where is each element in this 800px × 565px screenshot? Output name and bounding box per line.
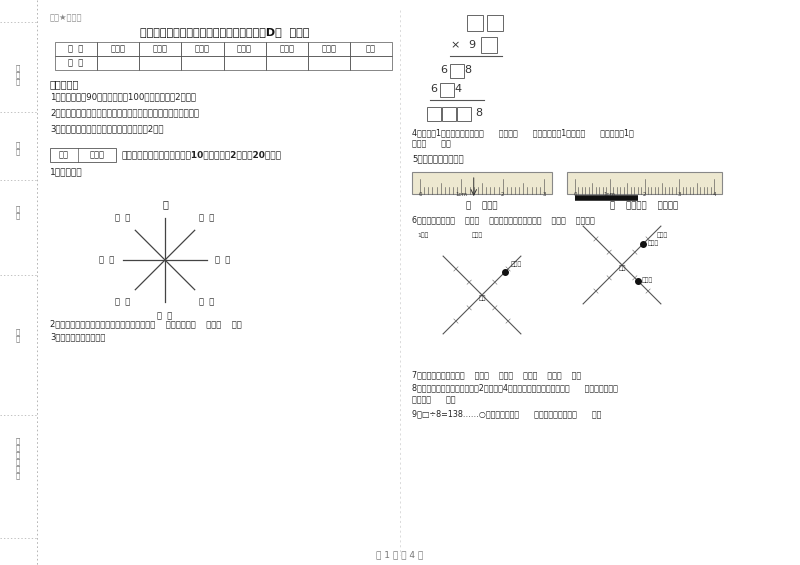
Text: 判断题: 判断题	[195, 45, 210, 54]
Bar	[50, 148, 116, 162]
Text: 计算题: 计算题	[237, 45, 252, 54]
Text: 学校: 学校	[618, 265, 626, 271]
Text: （  ）: （ ）	[99, 255, 114, 264]
Text: 学
校: 学 校	[16, 328, 20, 342]
Text: 0: 0	[574, 192, 577, 197]
Text: 6: 6	[430, 84, 438, 94]
Bar	[350, 42, 392, 56]
Text: 选择题: 选择题	[153, 45, 168, 54]
Text: 6、小红家在学校（    ）方（    ）米处，小明家在学校（    ）方（    ）米处。: 6、小红家在学校（ ）方（ ）米处，小明家在学校（ ）方（ ）米处。	[412, 215, 594, 224]
Text: 5、量出钉子的长度。: 5、量出钉子的长度。	[412, 154, 464, 163]
Bar	[440, 83, 454, 97]
Bar	[182, 56, 223, 70]
Bar	[223, 42, 266, 56]
Text: （  ）: （ ）	[215, 255, 230, 264]
Text: 3: 3	[678, 192, 681, 197]
Text: 9: 9	[469, 40, 475, 50]
Text: 总数的（      ）。: 总数的（ ）。	[412, 396, 455, 405]
Text: 小明家: 小明家	[642, 278, 653, 284]
Text: 小明家: 小明家	[647, 241, 658, 246]
Text: （  ）: （ ）	[158, 311, 173, 320]
Text: 参
考
（
测
评
）: 参 考 （ 测 评 ）	[16, 437, 20, 479]
Text: 姓
名: 姓 名	[16, 205, 20, 219]
Text: 1、填一填。: 1、填一填。	[50, 167, 82, 176]
Text: 1千米: 1千米	[417, 232, 428, 238]
Text: 4: 4	[454, 84, 462, 94]
Text: （  ）: （ ）	[199, 214, 214, 223]
Text: 2: 2	[501, 192, 505, 197]
Text: 2: 2	[642, 192, 646, 197]
Text: 填空题: 填空题	[110, 45, 126, 54]
Text: 3: 3	[542, 192, 546, 197]
Bar	[97, 42, 139, 56]
Text: （    ）毫米: （ ）毫米	[466, 202, 498, 211]
Text: 评卷人: 评卷人	[90, 150, 105, 159]
Text: 3、在里填上适当的数。: 3、在里填上适当的数。	[50, 332, 106, 341]
Text: 得  分: 得 分	[69, 59, 84, 67]
Bar	[450, 64, 464, 78]
Text: 格是（      ）。: 格是（ ）。	[412, 140, 450, 149]
Bar	[467, 15, 483, 31]
Text: （  ）: （ ）	[115, 298, 130, 306]
Text: 8: 8	[475, 108, 482, 118]
Text: 7、常用的长度单位有（    ）、（    ）、（    ）、（    ）、（    ）。: 7、常用的长度单位有（ ）、（ ）、（ ）、（ ）、（ ）。	[412, 371, 581, 380]
Text: 3、不要在试卷上乱写乱画，卷面不整洁扣2分。: 3、不要在试卷上乱写乱画，卷面不整洁扣2分。	[50, 124, 163, 133]
Text: （    ）厘米（    ）毫米。: （ ）厘米（ ）毫米。	[610, 202, 678, 211]
Bar	[182, 42, 223, 56]
Text: 6: 6	[441, 65, 447, 75]
Text: 得分: 得分	[59, 150, 69, 159]
Text: 9、□÷8=138……○，余数最大填（      ），这时被除数是（      ）。: 9、□÷8=138……○，余数最大填（ ），这时被除数是（ ）。	[412, 410, 602, 419]
Text: 综合题: 综合题	[279, 45, 294, 54]
Bar	[97, 56, 139, 70]
Bar	[442, 107, 456, 121]
Text: 应用题: 应用题	[322, 45, 336, 54]
Bar	[457, 107, 471, 121]
Text: 学校: 学校	[478, 295, 486, 301]
Text: 2、请首先按要求在试卷的指定位置填写您的姓名、班级、学号。: 2、请首先按要求在试卷的指定位置填写您的姓名、班级、学号。	[50, 108, 199, 118]
Text: 1cm: 1cm	[604, 192, 616, 197]
Bar	[223, 56, 266, 70]
Text: 小明家: 小明家	[656, 232, 668, 238]
Text: 小红家: 小红家	[510, 261, 522, 267]
Bar	[139, 42, 182, 56]
Bar	[55, 56, 97, 70]
Text: （  ）: （ ）	[115, 214, 130, 223]
Bar	[266, 56, 308, 70]
Text: 8、劳动课上做纸花，红红做了2朵纸花，4朵蓝花，红花占纸花总数的（      ），蓝花占纸花: 8、劳动课上做纸花，红红做了2朵纸花，4朵蓝花，红花占纸花总数的（ ），蓝花占纸…	[412, 384, 618, 393]
Text: 题  号: 题 号	[69, 45, 84, 54]
Text: （  ）: （ ）	[199, 298, 214, 306]
Text: 班
级: 班 级	[16, 141, 20, 155]
Text: 4: 4	[712, 192, 716, 197]
Bar	[427, 107, 441, 121]
Text: 1cm: 1cm	[455, 192, 467, 197]
Text: 第 1 页 共 4 页: 第 1 页 共 4 页	[376, 550, 424, 559]
Bar	[567, 172, 722, 194]
Text: 总分: 总分	[366, 45, 376, 54]
Text: ×: ×	[450, 40, 460, 50]
Bar	[350, 56, 392, 70]
Bar	[487, 15, 503, 31]
Bar	[308, 42, 350, 56]
Text: 8: 8	[465, 65, 471, 75]
Bar	[266, 42, 308, 56]
Text: 一、用心思考，正确填空（共10小题，每题2分，共20分）。: 一、用心思考，正确填空（共10小题，每题2分，共20分）。	[122, 150, 282, 159]
Text: 苏教版三年级数学下学期全真模拟考试试卷D卷  附答案: 苏教版三年级数学下学期全真模拟考试试卷D卷 附答案	[140, 27, 310, 37]
Bar	[139, 56, 182, 70]
Text: 趣图★自用图: 趣图★自用图	[50, 14, 82, 23]
Text: 1、考试时间：90分钟，满分为100分（含卷面分2分）。: 1、考试时间：90分钟，满分为100分（含卷面分2分）。	[50, 93, 196, 102]
Text: 审
卷
人: 审 卷 人	[16, 64, 20, 85]
Bar	[308, 56, 350, 70]
Bar	[412, 172, 552, 194]
Text: 小红家: 小红家	[471, 232, 482, 238]
Bar	[55, 42, 97, 56]
Text: 0: 0	[418, 192, 422, 197]
Text: 2、在进位加法中，不管哪一位上的数相加满（    ），都要向（    ）进（    ）。: 2、在进位加法中，不管哪一位上的数相加满（ ），都要向（ ）进（ ）。	[50, 319, 242, 328]
Bar	[481, 37, 497, 53]
Text: 北: 北	[162, 199, 168, 209]
Text: 4、分针走1小格，秒针正好走（      ），是（      ）秒。分针走1大格是（      ），时针走1大: 4、分针走1小格，秒针正好走（ ），是（ ）秒。分针走1大格是（ ），时针走1大	[412, 128, 634, 137]
Text: 考试须知：: 考试须知：	[50, 79, 79, 89]
